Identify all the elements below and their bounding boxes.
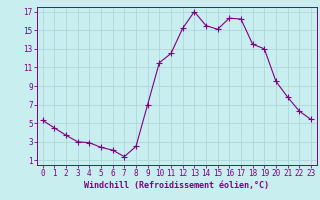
X-axis label: Windchill (Refroidissement éolien,°C): Windchill (Refroidissement éolien,°C): [84, 181, 269, 190]
